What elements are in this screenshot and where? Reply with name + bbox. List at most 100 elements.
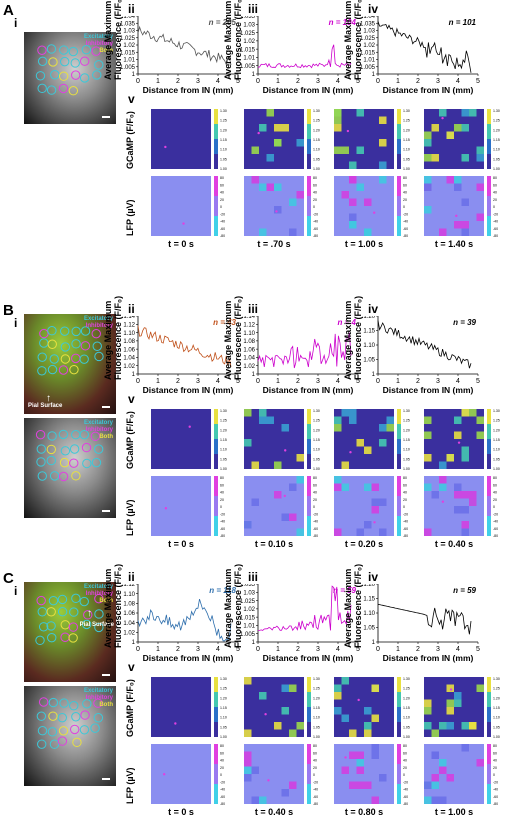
colorbar-tick-label: 40 [403, 491, 407, 495]
colorbar-segment [487, 722, 491, 737]
colorbar-segment [397, 692, 401, 707]
map-hot-cell [476, 183, 484, 191]
map-hot-cell [454, 124, 462, 132]
electrode-circle [94, 351, 104, 362]
map-hot-cell [364, 521, 372, 529]
data-series-line [137, 598, 232, 642]
colorbar-tick-label: 20 [493, 498, 497, 502]
electrode-circle [60, 342, 71, 352]
y-tick-label: 1 [252, 72, 256, 78]
x-tick-label: 4 [336, 646, 340, 653]
y-tick-label: 1.035 [360, 21, 376, 27]
electrode-circle [36, 595, 46, 606]
colorbar-tick-label: 1.05 [493, 157, 500, 161]
colorbar-tick-label: 1.20 [313, 696, 320, 700]
map-hot-cell [379, 498, 387, 506]
colorbar-tick-label: 1.00 [493, 167, 500, 170]
map-hot-cell [266, 416, 274, 424]
colorbar-tick-label: 1.25 [493, 419, 500, 423]
map-hot-cell [259, 183, 267, 191]
colorbar-tick-label: 40 [493, 191, 497, 195]
electrode-marker [447, 775, 451, 779]
colorbar-tick-label: -60 [493, 527, 498, 531]
y-tick-label: 1.025 [240, 31, 256, 37]
colorbar-segment [214, 196, 218, 216]
time-label-a-3: t = 1.00 s [344, 239, 384, 249]
colorbar-tick-label: -40 [220, 788, 225, 792]
electrode-marker [373, 521, 376, 524]
y-tick-label: 1.14 [243, 316, 255, 320]
electrode-circle [79, 73, 90, 83]
x-tick-label: 0 [256, 78, 260, 85]
x-tick-label: 1 [156, 646, 160, 653]
map-hot-cell [259, 124, 267, 132]
x-tick-label: 0 [376, 78, 380, 85]
colorbar-tick-label: 1.10 [493, 148, 500, 152]
colorbar-segment [397, 216, 401, 236]
map-hot-cell [356, 528, 364, 536]
map-hot-cell [461, 528, 469, 536]
colorbar-tick-label: 1.15 [220, 138, 227, 142]
colorbar-tick-label: 1.25 [220, 687, 227, 691]
map-hot-cell [439, 766, 447, 774]
electrode-marker [257, 131, 260, 135]
colorbar-tick-label: -60 [493, 227, 498, 231]
micrograph-legend-inhibitory: Inhibitory [85, 427, 113, 433]
electrode-circle [80, 710, 90, 720]
colorbar-segment [307, 707, 311, 722]
map-hot-cell [289, 513, 297, 521]
electrode-circle [60, 354, 71, 364]
colorbar-segment [214, 476, 218, 496]
colorbar-tick-label: -20 [493, 780, 498, 784]
lfp-map-a-3: 80 60 40 20 0 -20 -40 -60 -80 [334, 176, 408, 237]
panel-c-ii-label: ii [128, 570, 135, 584]
electrode-circle [57, 736, 68, 746]
colorbar-tick-label: 0 [220, 773, 222, 777]
line-chart-b-iii: 11.021.041.061.081.101.121.140 1 2 3 4 5Dista… [243, 316, 360, 395]
map-hot-cell [461, 109, 469, 117]
colorbar-tick-label: -80 [313, 534, 318, 537]
colorbar-tick-label: 80 [403, 176, 407, 180]
colorbar-segment [397, 707, 401, 722]
map-hot-cell [349, 781, 357, 789]
map-hot-cell [454, 416, 462, 424]
y-tick-label: 1.025 [360, 36, 376, 42]
electrode-circle [58, 71, 69, 81]
map-hot-cell [266, 154, 274, 162]
colorbar-segment [307, 744, 311, 764]
electrode-circle [39, 338, 49, 348]
n-count-label: n = 205 [209, 18, 237, 27]
y-tick-label: 1 [132, 72, 136, 78]
x-axis-label: Distance from IN (mm) [383, 653, 474, 663]
colorbar-segment [397, 744, 401, 764]
x-tick-label: 2 [176, 78, 180, 85]
electrode-circle [37, 352, 47, 362]
colorbar-tick-label: -40 [313, 220, 318, 224]
colorbar-tick-label: 60 [313, 751, 317, 755]
map-hot-cell [424, 483, 432, 491]
y-tick-label: 1.06 [123, 611, 135, 617]
map-hot-cell [289, 781, 297, 789]
data-series-line [257, 44, 352, 69]
colorbar-tick-label: 60 [220, 183, 224, 187]
map-hot-cell [274, 139, 282, 147]
lfp-map-c-2: 80 60 40 20 0 -20 -40 -60 -80 [244, 744, 318, 805]
y-tick-label: 1 [372, 72, 376, 78]
gcamp-map-b-2: 1.30 1.25 1.20 1.15 1.10 1.05 1.00 [244, 409, 320, 470]
x-tick-label: 5 [236, 78, 240, 85]
map-hot-cell [476, 416, 484, 424]
colorbar-tick-label: 1.20 [403, 428, 410, 432]
electrode-circle [37, 739, 47, 749]
y-tick-label: 1 [132, 640, 136, 646]
colorbar-segment [487, 764, 491, 784]
colorbar-segment [397, 764, 401, 784]
colorbar-tick-label: 20 [403, 498, 407, 502]
y-tick-label: 1.10 [363, 611, 375, 617]
colorbar-tick-label: 20 [313, 766, 317, 770]
electrode-circle [38, 697, 49, 707]
data-series-line [377, 603, 472, 635]
electrode-circle [68, 633, 78, 643]
colorbar-tick-label: 1.00 [493, 467, 500, 470]
colorbar-tick-label: -80 [493, 534, 498, 537]
time-label-b-4: t = 0.40 s [434, 539, 474, 549]
